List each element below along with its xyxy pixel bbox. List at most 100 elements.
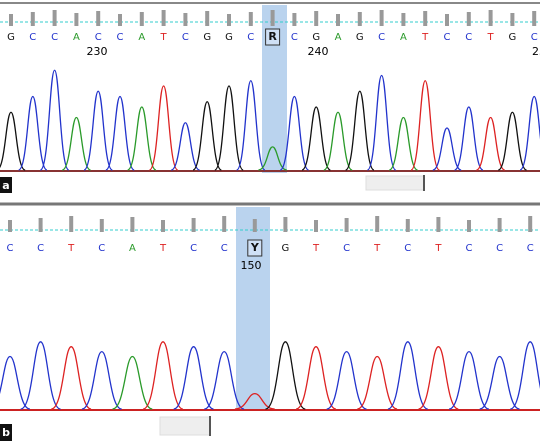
quality-bar (252, 219, 257, 232)
base-call: A (400, 32, 407, 43)
quality-bar (270, 10, 275, 26)
base-call: C (29, 32, 36, 43)
base-call: T (312, 243, 320, 254)
base-call: A (73, 32, 80, 43)
quality-bar (497, 218, 502, 232)
quality-bar (467, 220, 471, 232)
base-call: A (129, 243, 136, 254)
base-call: C (182, 32, 189, 43)
quality-bar (405, 219, 410, 232)
base-call: G (7, 32, 15, 43)
base-call: Y (250, 241, 260, 254)
trace-peak (295, 346, 337, 410)
trace-peak (345, 90, 375, 171)
base-call: C (378, 32, 385, 43)
trace-peak (479, 355, 520, 410)
trace-peak (476, 116, 506, 171)
trace-peak (148, 85, 179, 171)
position-label: 230 (87, 45, 108, 58)
base-call: C (117, 32, 124, 43)
trace-peak (454, 106, 484, 171)
base-call: C (531, 32, 538, 43)
quality-bar (375, 216, 380, 232)
trace-peak (51, 346, 92, 410)
base-call: C (190, 243, 197, 254)
quality-bar (466, 12, 471, 26)
quality-bar (344, 218, 349, 232)
trace-peak (323, 111, 353, 171)
base-call: C (98, 243, 105, 254)
quality-bar (510, 13, 515, 26)
quality-bar (96, 11, 101, 26)
quality-bar (99, 219, 104, 232)
quality-bar (248, 12, 253, 26)
quality-bar (292, 13, 297, 26)
panel-label: a (2, 179, 9, 192)
base-call: T (421, 32, 429, 43)
quality-bar (401, 13, 406, 26)
base-call: T (160, 32, 168, 43)
base-call: C (527, 243, 534, 254)
trace-peak (192, 101, 222, 171)
trace-peak (301, 106, 331, 171)
quality-bar (336, 14, 340, 26)
quality-bar (488, 10, 493, 26)
quality-bar (436, 217, 441, 232)
base-call: G (203, 32, 211, 43)
ambiguity-box (265, 28, 281, 46)
quality-bar (222, 216, 227, 232)
base-call: C (343, 243, 350, 254)
trace-peak (204, 350, 245, 410)
base-call: T (487, 32, 495, 43)
trace-peak (519, 95, 540, 171)
trace-peak (448, 350, 490, 410)
trace-peak (326, 350, 367, 410)
panel-label: b (2, 426, 10, 439)
quality-bar (314, 220, 318, 232)
trace-peak (61, 116, 91, 171)
quality-bar (314, 11, 319, 26)
quality-bar (528, 216, 533, 232)
base-call: T (434, 243, 442, 254)
trace-peak (265, 341, 306, 410)
trace-peak (279, 95, 310, 171)
trace-peak (366, 74, 397, 171)
base-call: G (225, 32, 233, 43)
position-label: 150 (241, 259, 262, 272)
ambiguity-box (247, 239, 263, 257)
trace-peak (0, 355, 31, 410)
base-call: C (466, 243, 473, 254)
quality-bar (130, 217, 135, 232)
panel-b: 150 b C C T C A T C C Y G T C T C T C C C (0, 202, 540, 441)
trace-peak (410, 80, 440, 171)
base-call: C (291, 32, 298, 43)
trace-peak (432, 127, 462, 171)
position-label: 240 (308, 45, 329, 58)
position-label: 25 (532, 45, 540, 58)
base-call: C (95, 32, 102, 43)
base-call: A (335, 32, 342, 43)
panel-label-box (0, 424, 12, 441)
trace-peak (83, 90, 113, 171)
quality-bar (30, 12, 35, 26)
trace-peak (0, 111, 26, 171)
trace-peak (127, 106, 157, 171)
quality-bar (8, 220, 12, 232)
trace-peak (387, 341, 428, 410)
trace-peak (510, 341, 540, 410)
base-call: C (444, 32, 451, 43)
base-call: T (159, 243, 167, 254)
trace-peak (112, 355, 153, 410)
quality-bar (38, 218, 43, 232)
quality-bar (379, 10, 384, 26)
trace-peak (234, 392, 275, 410)
quality-bar (161, 220, 165, 232)
base-call: T (67, 243, 75, 254)
trace-peak (105, 95, 135, 171)
quality-bar (118, 14, 122, 26)
trace-peak (357, 355, 398, 410)
base-call: G (282, 243, 290, 254)
quality-bar (183, 13, 188, 26)
trace-peak (142, 341, 184, 410)
quality-bar (227, 14, 231, 26)
